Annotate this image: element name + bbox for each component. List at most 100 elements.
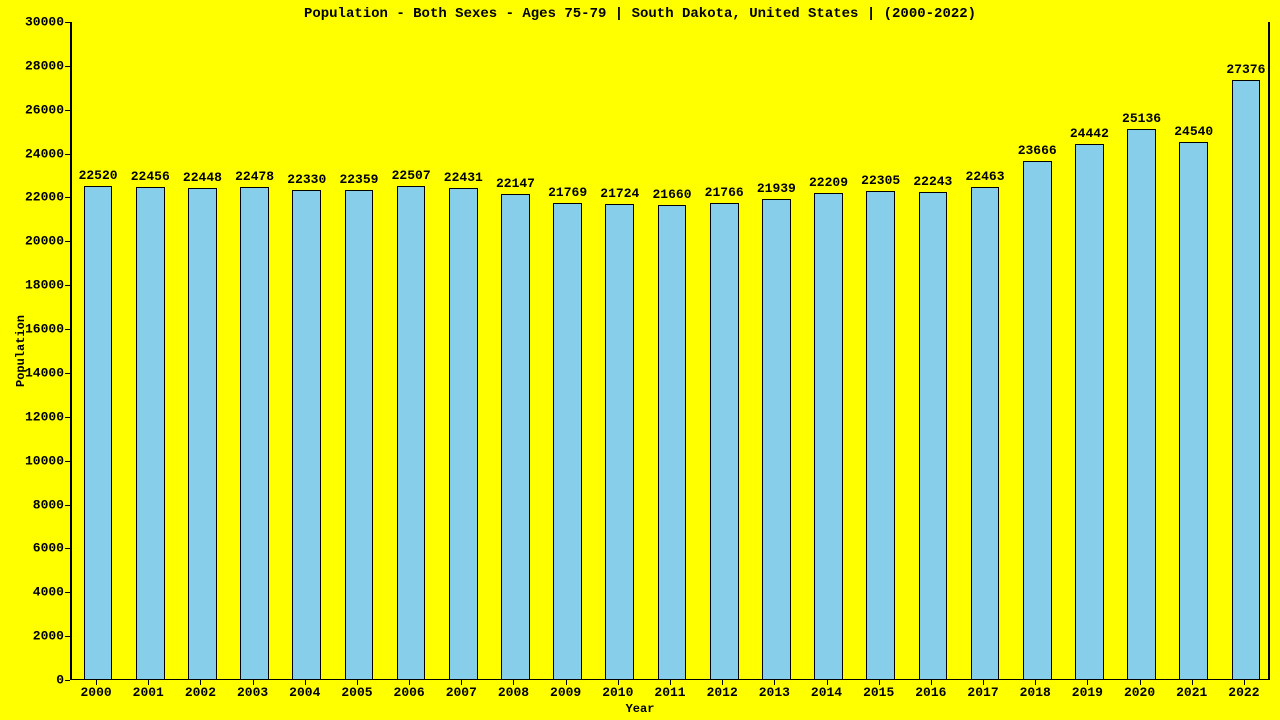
bar-value-label: 22463 [966,169,1005,184]
bar-value-label: 22507 [392,168,431,183]
y-tick-label: 18000 [20,278,64,293]
x-tick-label: 2004 [289,685,320,700]
x-tick-label: 2020 [1124,685,1155,700]
y-tick-label: 12000 [20,409,64,424]
bar [971,187,1000,680]
bar-value-label: 24442 [1070,126,1109,141]
x-tick-label: 2008 [498,685,529,700]
bar-value-label: 27376 [1226,62,1265,77]
bar [240,187,269,680]
y-axis-label: Population [14,315,28,387]
x-tick-label: 2011 [654,685,685,700]
x-tick-label: 2015 [863,685,894,700]
bar [814,193,843,680]
x-tick-label: 2001 [133,685,164,700]
bar [1127,129,1156,680]
y-tick-mark [65,636,70,637]
y-tick-mark [65,329,70,330]
y-tick-mark [65,461,70,462]
bar-value-label: 22431 [444,170,483,185]
y-tick-mark [65,592,70,593]
y-tick-mark [65,66,70,67]
y-tick-label: 30000 [20,15,64,30]
x-tick-label: 2022 [1228,685,1259,700]
bar-value-label: 23666 [1018,143,1057,158]
y-tick-mark [65,505,70,506]
y-tick-mark [65,241,70,242]
y-tick-label: 28000 [20,58,64,73]
bar-value-label: 25136 [1122,111,1161,126]
x-tick-label: 2009 [550,685,581,700]
y-tick-label: 24000 [20,146,64,161]
x-tick-label: 2021 [1176,685,1207,700]
y-tick-mark [65,154,70,155]
y-tick-label: 6000 [20,541,64,556]
y-tick-label: 22000 [20,190,64,205]
bar-value-label: 22520 [79,168,118,183]
chart-page: Population - Both Sexes - Ages 75-79 | S… [0,0,1280,720]
x-tick-label: 2016 [915,685,946,700]
bar [919,192,948,680]
plot-area: 2252022456224482247822330223592250722431… [70,22,1270,680]
x-tick-label: 2002 [185,685,216,700]
x-tick-label: 2003 [237,685,268,700]
bar [762,199,791,680]
x-tick-label: 2006 [394,685,425,700]
bar [658,205,687,680]
y-tick-mark [65,373,70,374]
x-tick-label: 2017 [967,685,998,700]
bar-value-label: 22330 [287,172,326,187]
y-tick-label: 10000 [20,453,64,468]
y-tick-label: 26000 [20,102,64,117]
bar-value-label: 21724 [600,186,639,201]
y-tick-mark [65,680,70,681]
bar [292,190,321,680]
bar-value-label: 22147 [496,176,535,191]
bar [1075,144,1104,680]
bar [1179,142,1208,680]
bar-value-label: 22456 [131,169,170,184]
x-tick-label: 2007 [446,685,477,700]
bar [710,203,739,680]
bar [188,188,217,680]
bar-value-label: 21766 [705,185,744,200]
bar-value-label: 22478 [235,169,274,184]
y-tick-label: 8000 [20,497,64,512]
bar-value-label: 22209 [809,175,848,190]
bar-value-label: 22359 [339,172,378,187]
chart-title: Population - Both Sexes - Ages 75-79 | S… [0,6,1280,22]
y-tick-label: 4000 [20,585,64,600]
bar [449,188,478,680]
bar [866,191,895,680]
bar [136,187,165,680]
y-tick-label: 2000 [20,629,64,644]
y-tick-mark [65,197,70,198]
bar [605,204,634,680]
bar-value-label: 22305 [861,173,900,188]
bar-value-label: 22243 [913,174,952,189]
y-tick-mark [65,22,70,23]
bar [345,190,374,680]
bar [397,186,426,680]
bar [1232,80,1261,680]
bar [84,186,113,680]
y-tick-mark [65,285,70,286]
y-tick-mark [65,417,70,418]
x-tick-label: 2018 [1020,685,1051,700]
bar-value-label: 21939 [757,181,796,196]
y-tick-label: 0 [20,673,64,688]
y-tick-mark [65,110,70,111]
x-axis-label: Year [626,702,655,716]
bar-value-label: 21660 [652,187,691,202]
y-tick-mark [65,548,70,549]
x-tick-label: 2012 [707,685,738,700]
x-tick-label: 2019 [1072,685,1103,700]
bar [501,194,530,680]
x-tick-label: 2005 [341,685,372,700]
bar [1023,161,1052,680]
bars-container: 2252022456224482247822330223592250722431… [72,22,1268,680]
x-tick-label: 2014 [811,685,842,700]
bar-value-label: 21769 [548,185,587,200]
x-tick-label: 2013 [759,685,790,700]
y-tick-label: 20000 [20,234,64,249]
